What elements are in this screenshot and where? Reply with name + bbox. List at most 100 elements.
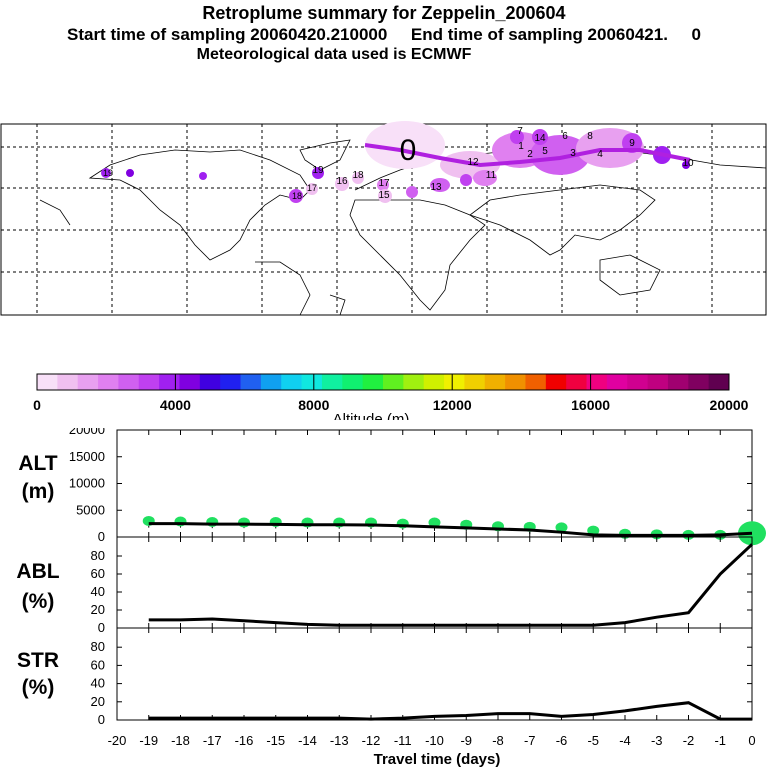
- colorbar-cell: [220, 374, 242, 390]
- colorbar-cell: [688, 374, 710, 390]
- colorbar-cell: [505, 374, 526, 390]
- colorbar-cell: [525, 374, 547, 390]
- x-tick-label: -10: [425, 733, 444, 748]
- colorbar-cell: [403, 374, 425, 390]
- x-tick-label: -20: [108, 733, 127, 748]
- x-tick-label: -16: [235, 733, 254, 748]
- x-tick-label: -5: [587, 733, 599, 748]
- colorbar-tick-label: 12000: [433, 397, 472, 413]
- x-tick-label: -4: [619, 733, 631, 748]
- colorbar-cell: [321, 374, 343, 390]
- colorbar-cell: [606, 374, 628, 390]
- x-tick-label: -8: [492, 733, 504, 748]
- x-tick-label: -12: [362, 733, 381, 748]
- panel-unit: (m): [22, 480, 55, 503]
- x-tick-label: -1: [714, 733, 726, 748]
- x-axis-label: Travel time (days): [374, 751, 501, 768]
- day-label: 6: [562, 131, 568, 142]
- series-line: [148, 543, 754, 627]
- plume-track: [364, 143, 691, 168]
- colorbar-cell: [586, 374, 608, 390]
- day-label: 2: [527, 149, 533, 160]
- y-tick-label: 0: [98, 620, 105, 635]
- panel-unit: (%): [22, 676, 55, 699]
- plume-bubble: [473, 170, 497, 186]
- colorbar-cell: [647, 374, 669, 390]
- day-label: 15: [378, 190, 390, 201]
- plume-bubble: [406, 186, 418, 198]
- panel-alt: ALT (m) 0 5000 10000 15000 20000: [18, 428, 766, 546]
- colorbar-cell: [179, 374, 201, 390]
- y-tick-label: 20: [91, 694, 105, 709]
- day-label: 19: [312, 165, 324, 176]
- colorbar-cell: [566, 374, 588, 390]
- y-tick-label: 80: [91, 548, 105, 563]
- day-label: 17: [378, 178, 390, 189]
- altitude-colorbar: 0 4000 8000 12000 16000 20000 Altitude (m): [33, 373, 749, 420]
- colorbar-cell: [199, 374, 221, 390]
- alt-bubble: [428, 517, 441, 528]
- y-tick-label: 80: [91, 639, 105, 654]
- y-tick-label: 0: [98, 529, 105, 544]
- y-tick-label: 60: [91, 657, 105, 672]
- x-tick-label: -13: [330, 733, 349, 748]
- x-tick-label: -17: [203, 733, 222, 748]
- colorbar-cells: [37, 374, 730, 390]
- panel-unit: (%): [22, 590, 55, 613]
- panel-label: STR: [17, 649, 59, 672]
- day-label: 11: [486, 170, 497, 181]
- day-label: 14: [534, 133, 546, 144]
- plume-bubble: [530, 135, 590, 175]
- x-tick-label: -2: [683, 733, 695, 748]
- colorbar-cell: [708, 374, 730, 390]
- plume-bubble: [126, 169, 134, 177]
- panel-str: STR (%) 0 20 40 60 80: [17, 627, 753, 727]
- series-line: [148, 701, 752, 721]
- colorbar-title: Altitude (m): [333, 411, 410, 420]
- series-line: [148, 522, 753, 537]
- y-tick-label: 0: [98, 712, 105, 727]
- plume-bubble: [460, 174, 472, 186]
- y-tick-label: 5000: [76, 502, 105, 517]
- colorbar-cell: [240, 374, 262, 390]
- colorbar-ticks: 0 4000 8000 12000 16000 20000: [33, 374, 749, 413]
- plume-bubble: [377, 179, 389, 191]
- colorbar-tick-label: 8000: [298, 397, 329, 413]
- x-tick-label: -18: [171, 733, 190, 748]
- alt-bubble: [555, 522, 568, 533]
- colorbar-cell: [423, 374, 445, 390]
- colorbar-tick-label: 0: [33, 397, 41, 413]
- y-tick-label: 20000: [69, 428, 105, 437]
- day-label: 4: [597, 149, 603, 160]
- plume-bubble: [352, 172, 364, 184]
- day-label: 13: [430, 182, 442, 193]
- y-tick-label: 60: [91, 566, 105, 581]
- day-label: 12: [467, 157, 479, 168]
- y-tick-label: 10000: [69, 476, 105, 491]
- panel-label: ALT: [18, 452, 57, 475]
- colorbar-tick-label: 20000: [710, 397, 749, 413]
- colorbar-cell: [37, 374, 58, 390]
- colorbar-cell: [627, 374, 649, 390]
- day-label: 0: [400, 134, 417, 167]
- day-label: 9: [629, 138, 635, 149]
- x-tick-label: -19: [139, 733, 158, 748]
- x-tick-label: -11: [394, 733, 412, 748]
- colorbar-cell: [362, 374, 384, 390]
- y-tick-label: 40: [91, 676, 105, 691]
- y-tick-label: 40: [91, 584, 105, 599]
- colorbar-cell: [444, 374, 465, 390]
- colorbar-tick-label: 16000: [571, 397, 610, 413]
- x-tick-label: -14: [298, 733, 317, 748]
- plume-bubble: [199, 172, 207, 180]
- day-label: 18: [292, 191, 302, 201]
- day-label: 5: [542, 146, 548, 157]
- x-tick-label: -15: [266, 733, 285, 748]
- chart-title: Retroplume summary for Zeppelin_200604: [202, 3, 566, 23]
- colorbar-cell: [342, 374, 364, 390]
- x-tick-label: -7: [524, 733, 536, 748]
- colorbar-cell: [98, 374, 119, 390]
- plume-bubble: [682, 161, 690, 169]
